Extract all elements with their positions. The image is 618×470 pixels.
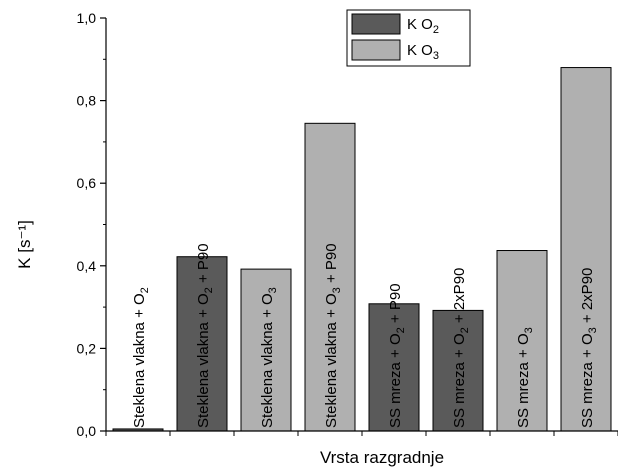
bar-label-3: Steklena vlakna + O3 xyxy=(259,287,279,428)
bar-2 xyxy=(176,256,228,432)
bar-5 xyxy=(368,303,420,432)
bar-labels-layer: Steklena vlakna + O2 Steklena vlakna + O2… xyxy=(131,243,599,428)
y-tick-label: 0,2 xyxy=(77,340,97,356)
bar-6 xyxy=(432,309,484,432)
y-tick-label: 0,4 xyxy=(77,258,97,274)
x-axis-title: Vrsta razgradnje xyxy=(320,448,444,467)
bar-label-6: SS mreza + O2 + 2xP90 xyxy=(451,268,471,428)
legend: K O2 K O3 xyxy=(346,9,471,67)
legend-label-1: K O2 xyxy=(407,16,439,36)
y-tick-label: 0,0 xyxy=(77,423,97,439)
legend-swatch-2 xyxy=(351,39,401,61)
y-tick-label: 0,8 xyxy=(77,93,97,109)
bar-4 xyxy=(304,122,356,432)
y-tick-label: 0,6 xyxy=(77,175,97,191)
legend-swatch-1 xyxy=(351,13,401,35)
axes-layer: 0,0 0,2 0,4 0,6 0,8 1,0 xyxy=(77,10,618,439)
bar-label-1: Steklena vlakna + O2 xyxy=(131,287,151,428)
legend-label-2: K O3 xyxy=(407,42,439,62)
bar-7 xyxy=(496,250,548,432)
bar-label-8: SS mreza + O3 + 2xP90 xyxy=(579,268,599,428)
y-tick-label: 1,0 xyxy=(77,10,97,26)
bar-label-2: Steklena vlakna + O2 + P90 xyxy=(195,243,215,428)
bar-label-5: SS mreza + O2 + P90 xyxy=(387,283,407,428)
bar-label-4: Steklena vlakna + O3 + P90 xyxy=(323,243,343,428)
bar-8 xyxy=(560,67,612,432)
bars-layer xyxy=(112,67,612,432)
y-axis-title: K [s⁻¹] xyxy=(15,220,34,269)
bar-label-7: SS mreza + O3 xyxy=(515,327,535,428)
